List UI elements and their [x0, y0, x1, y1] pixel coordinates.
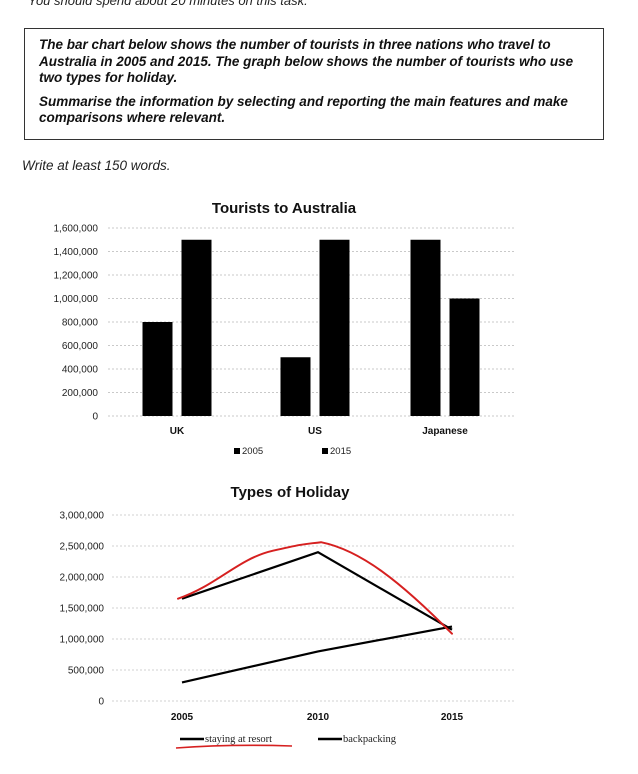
task-box: The bar chart below shows the number of … — [24, 28, 604, 140]
bar-chart-x-axis: UK US Japanese — [170, 426, 468, 437]
line-chart-series — [177, 541, 453, 684]
annotation-underline — [175, 744, 293, 749]
line-series-backpacking — [181, 625, 453, 684]
bar-category-label: UK — [170, 426, 185, 437]
line-y-tick-label: 1,000,000 — [60, 635, 105, 646]
line-x-tick-label: 2005 — [171, 712, 194, 723]
line-y-tick-label: 2,500,000 — [60, 542, 105, 553]
line-chart: Types of Holiday 0 500,000 1,000,000 1,500,… — [60, 484, 516, 749]
bar-chart: Tourists to Australia 0 200,000 400,000 600… — [54, 200, 516, 457]
bar-japanese-2015 — [449, 298, 480, 416]
line-chart-legend: staying at resort backpacking — [175, 734, 397, 749]
legend-label-staying-at-resort: staying at resort — [205, 734, 272, 745]
line-y-tick-label: 500,000 — [68, 666, 105, 677]
legend-label-backpacking: backpacking — [343, 734, 397, 745]
legend-swatch-2005 — [234, 448, 240, 454]
bar-y-tick-label: 1,600,000 — [54, 224, 99, 235]
line-x-tick-label: 2010 — [307, 712, 330, 723]
line-chart-grid — [112, 514, 516, 702]
bar-chart-title: Tourists to Australia — [212, 200, 357, 217]
bar-y-tick-label: 800,000 — [62, 318, 99, 329]
legend-swatch-2015 — [322, 448, 328, 454]
bar-y-tick-label: 1,200,000 — [54, 271, 99, 282]
bar-y-tick-label: 1,400,000 — [54, 247, 99, 258]
bar-y-tick-label: 200,000 — [62, 388, 99, 399]
line-y-tick-label: 2,000,000 — [60, 573, 105, 584]
line-chart-x-axis: 2005 2010 2015 — [171, 712, 464, 723]
line-y-tick-label: 0 — [98, 697, 104, 708]
line-y-tick-label: 1,500,000 — [60, 604, 105, 615]
bar-chart-grid — [108, 227, 516, 417]
bar-category-label: US — [308, 426, 322, 437]
bar-chart-legend: 2005 2015 — [234, 446, 351, 457]
line-series-staying-at-resort — [181, 550, 453, 631]
line-chart-y-axis: 0 500,000 1,000,000 1,500,000 2,000,000 2,500… — [60, 511, 105, 708]
bar-us-2005 — [280, 357, 311, 416]
line-x-tick-label: 2015 — [441, 712, 464, 723]
legend-label-2015: 2015 — [330, 446, 351, 457]
bar-y-tick-label: 1,000,000 — [54, 294, 99, 305]
line-y-tick-label: 3,000,000 — [60, 511, 105, 522]
time-instruction: You should spend about 20 minutes on thi… — [28, 0, 308, 8]
bar-uk-2015 — [181, 239, 212, 416]
annotation-curve — [177, 541, 453, 635]
legend-label-2005: 2005 — [242, 446, 263, 457]
task-instruction: Summarise the information by selecting a… — [39, 93, 568, 126]
word-count-note: Write at least 150 words. — [22, 158, 171, 173]
bar-y-tick-label: 400,000 — [62, 365, 99, 376]
task-description: The bar chart below shows the number of … — [39, 37, 574, 85]
bar-chart-y-axis: 0 200,000 400,000 600,000 800,000 1,000,000 1,… — [54, 224, 99, 423]
bar-uk-2005 — [142, 322, 173, 416]
bar-category-label: Japanese — [422, 426, 468, 437]
bar-chart-bars — [142, 239, 480, 416]
bar-y-tick-label: 600,000 — [62, 341, 99, 352]
bar-us-2015 — [319, 239, 350, 416]
line-chart-title: Types of Holiday — [231, 484, 351, 501]
bar-y-tick-label: 0 — [92, 412, 98, 423]
bar-japanese-2005 — [410, 239, 441, 416]
